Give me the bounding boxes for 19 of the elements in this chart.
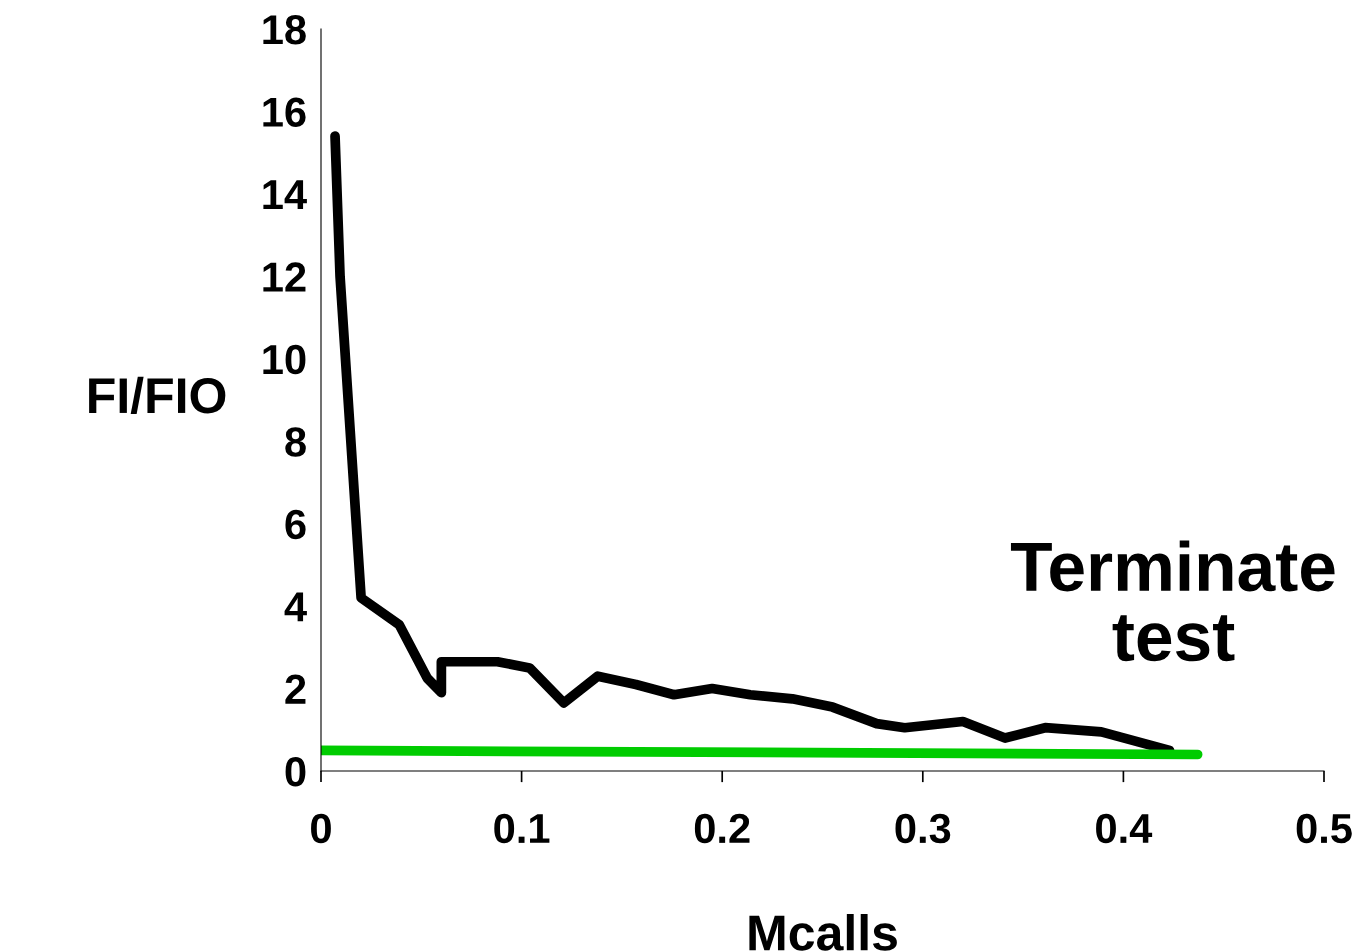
y-tick-label: 14 — [263, 180, 307, 209]
y-axis-title: FI/FIO — [89, 376, 226, 414]
x-tick-label: 0.1 — [494, 813, 550, 844]
x-tick-label: 0.4 — [1096, 813, 1153, 844]
x-tick-label: 0.2 — [694, 813, 750, 844]
y-tick-label: 12 — [263, 262, 306, 292]
y-tick-label: 2 — [285, 674, 306, 704]
y-tick-label: 8 — [285, 427, 306, 457]
x-tick-label: 0 — [311, 813, 331, 844]
x-axis-title: Mcalls — [749, 914, 897, 951]
y-tick-label: 4 — [284, 592, 307, 622]
y-tick-label: 6 — [285, 509, 306, 540]
y-tick-label: 18 — [263, 15, 306, 45]
x-tick-label: 0.5 — [1296, 813, 1352, 844]
annotation: Terminate test — [1010, 540, 1335, 662]
y-tick-label: 16 — [263, 97, 306, 127]
y-tick-label: 10 — [263, 344, 306, 375]
y-tick-label: 0 — [285, 757, 306, 787]
x-tick-label: 0.3 — [895, 813, 951, 844]
